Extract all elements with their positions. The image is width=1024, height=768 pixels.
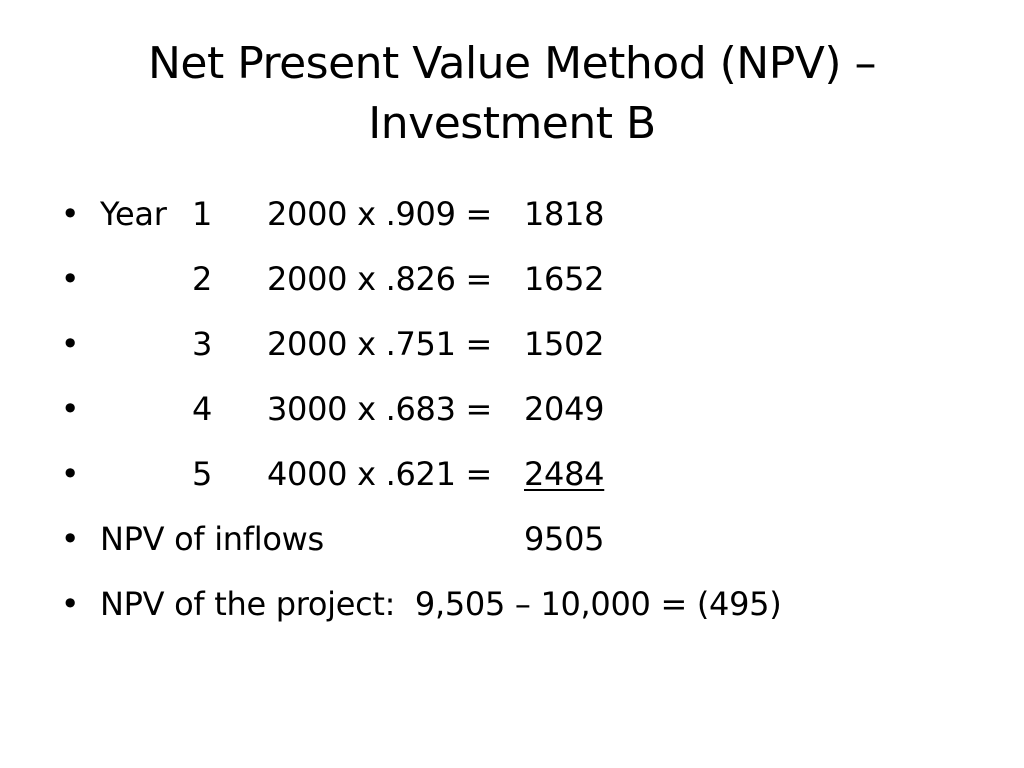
year-number: 1 xyxy=(191,195,212,233)
year-number: 3 xyxy=(191,325,212,363)
present-value-result-underlined: 2484 xyxy=(524,455,605,493)
cash-flow-expression: 2000 x .826 = xyxy=(267,260,493,298)
year-row-1: • Year 1 2000 x .909 = 1818 xyxy=(60,188,960,253)
year-number: 5 xyxy=(191,455,212,493)
bullet-glyph: • xyxy=(60,585,80,623)
slide-title-line-2: Investment B xyxy=(368,98,656,149)
bullet-glyph: • xyxy=(60,260,80,298)
year-label: Year xyxy=(100,195,167,233)
year-row-3: • 3 2000 x .751 = 1502 xyxy=(60,318,960,383)
bullet-list: • Year 1 2000 x .909 = 1818 • 2 2000 x .… xyxy=(60,188,960,643)
present-value-result: 1502 xyxy=(524,325,605,363)
npv-project-row: • NPV of the project: 9,505 – 10,000 = (… xyxy=(60,578,960,643)
cash-flow-expression: 2000 x .751 = xyxy=(267,325,493,363)
present-value-result: 1818 xyxy=(524,195,605,233)
present-value-result: 2049 xyxy=(524,390,605,428)
npv-inflows-row: • NPV of inflows 9505 xyxy=(60,513,960,578)
cash-flow-expression: 4000 x .621 = xyxy=(267,455,493,493)
bullet-glyph: • xyxy=(60,390,80,428)
bullet-glyph: • xyxy=(60,325,80,363)
year-number: 2 xyxy=(191,260,212,298)
year-row-4: • 4 3000 x .683 = 2049 xyxy=(60,383,960,448)
bullet-glyph: • xyxy=(60,455,80,493)
npv-inflows-value: 9505 xyxy=(524,520,605,558)
slide-title-line-1: Net Present Value Method (NPV) – xyxy=(148,38,876,89)
npv-project-line: NPV of the project: 9,505 – 10,000 = (49… xyxy=(100,585,782,623)
bullet-glyph: • xyxy=(60,520,80,558)
cash-flow-expression: 3000 x .683 = xyxy=(267,390,493,428)
bullet-glyph: • xyxy=(60,195,80,233)
year-row-2: • 2 2000 x .826 = 1652 xyxy=(60,253,960,318)
year-number: 4 xyxy=(191,390,212,428)
npv-inflows-label: NPV of inflows xyxy=(100,520,324,558)
slide-title: Net Present Value Method (NPV) – Investm… xyxy=(60,34,964,154)
cash-flow-expression: 2000 x .909 = xyxy=(267,195,493,233)
present-value-result: 1652 xyxy=(524,260,605,298)
year-row-5: • 5 4000 x .621 = 2484 xyxy=(60,448,960,513)
